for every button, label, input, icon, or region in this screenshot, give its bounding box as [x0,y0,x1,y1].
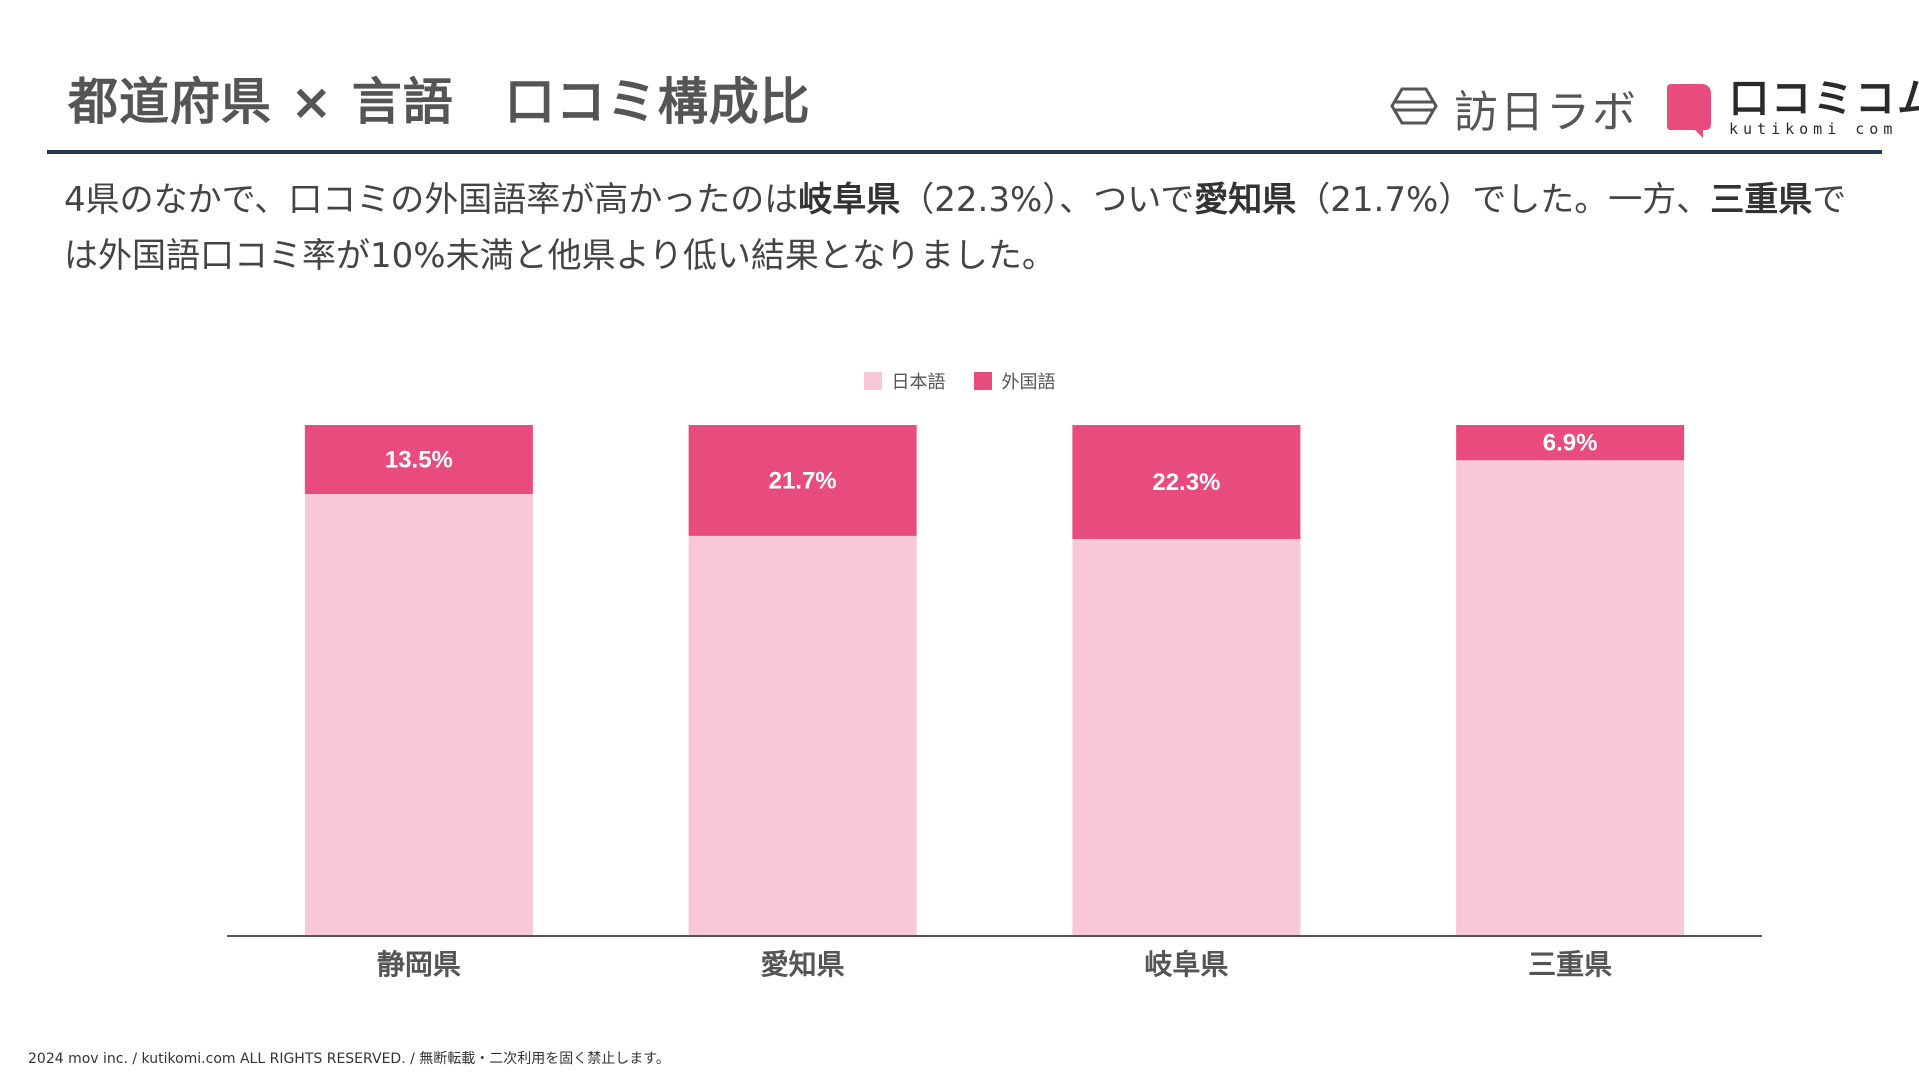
x-tick-label: 三重県 [1528,948,1612,981]
bar-japanese-4 [1456,460,1685,936]
legend-swatch-japanese [863,372,882,390]
legend-swatch-foreign [973,372,992,390]
description-highlight: 岐阜県 [798,180,901,220]
speech-bubble-logo-icon [1665,82,1713,138]
data-label: 13.5% [385,446,453,473]
kutikomi-logo-text: 口コミコム [1729,76,1919,122]
bar-foreign-2 [688,425,917,536]
bar-japanese-1 [304,493,533,936]
hexagon-logo-icon [1390,86,1438,130]
description-part: では外国語口コミ率が10%未満と他県より低い結果となりました。 [64,180,1847,276]
kutikomi-logo-subtext: kutikomi com [1729,120,1898,138]
houjin-lab-logo-text: 訪日ラボ [1454,87,1638,138]
bar-japanese-3 [1072,538,1301,936]
x-tick-label: 岐阜県 [1144,948,1228,981]
legend-label-japanese: 日本語 [891,372,946,393]
description-highlight: 愛知県 [1194,180,1297,220]
legend-item-japanese: 日本語 [863,368,946,394]
x-tick-label: 愛知県 [761,948,845,981]
description-part: 4県のなかで、口コミの外国語率が高かったのは [64,180,799,220]
legend-item-foreign: 外国語 [973,368,1056,394]
description-part: （22.3%）、ついで [900,180,1195,220]
data-label: 22.3% [1152,469,1220,496]
chart-legend: 日本語 外国語 [0,368,1919,394]
description-part: （21.7%）でした。一方、 [1296,180,1711,220]
stacked-bar-chart: 13.5% 静岡県 21.7% 愛知県 22.3% 岐阜県 6.9% 三重県 [227,425,1762,981]
copyright-footer: 2024 mov inc. / kutikomi.com ALL RIGHTS … [28,1051,670,1067]
houjin-lab-logo: 訪日ラボ [1390,80,1638,138]
header-divider [47,150,1882,154]
x-tick-label: 静岡県 [377,948,461,981]
description-highlight: 三重県 [1710,180,1813,220]
bar-foreign-1 [304,425,533,494]
legend-label-foreign: 外国語 [1001,372,1056,393]
page-title: 都道府県 × 言語 口コミ構成比 [68,73,811,131]
bar-foreign-3 [1072,425,1301,539]
data-label: 21.7% [769,467,837,494]
data-label: 6.9% [1543,430,1598,457]
bar-japanese-2 [688,535,917,936]
description-text: 4県のなかで、口コミの外国語率が高かったのは岐阜県（22.3%）、ついで愛知県（… [64,172,1874,284]
bar-foreign-4 [1456,425,1685,461]
kutikomi-logo: 口コミコム kutikomi com [1665,78,1919,142]
